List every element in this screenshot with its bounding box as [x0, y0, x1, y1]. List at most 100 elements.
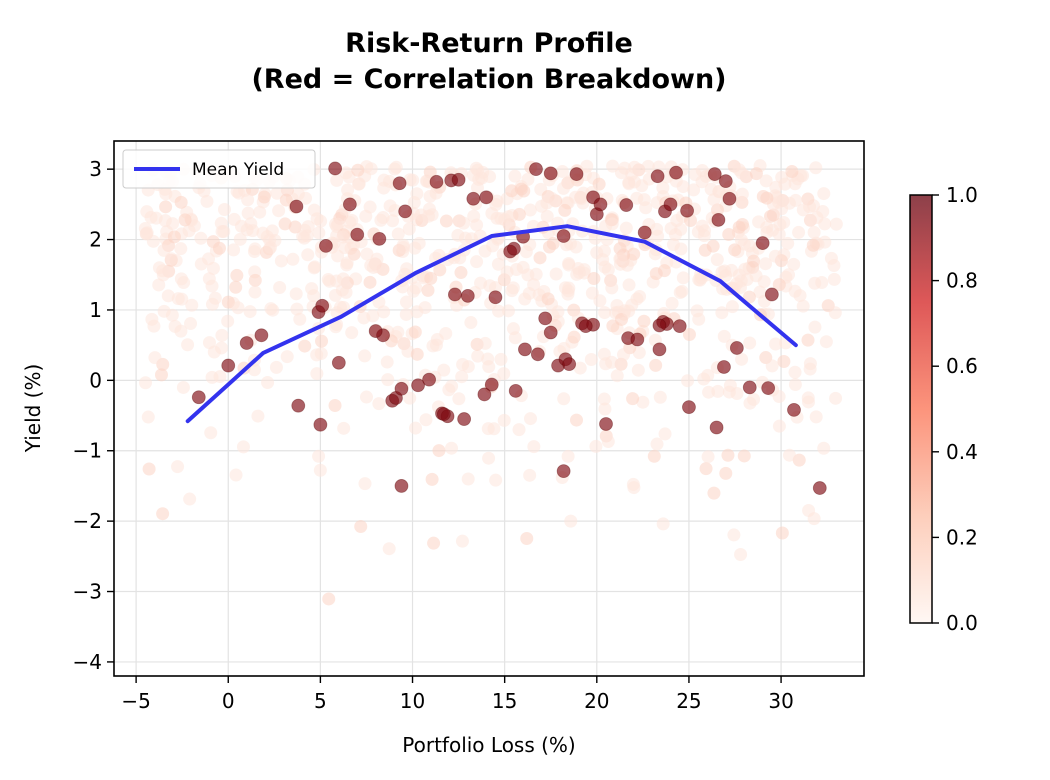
x-tick-label: 25: [676, 689, 701, 713]
scatter-point-faint: [455, 370, 469, 384]
scatter-point-faint: [347, 247, 361, 261]
scatter-point-faint: [457, 216, 471, 230]
scatter-point-faint: [817, 187, 831, 201]
scatter-point-faint: [360, 247, 374, 261]
scatter-point-breakdown: [392, 176, 407, 191]
x-tick-label: 0: [222, 689, 235, 713]
scatter-point-faint: [377, 173, 391, 187]
scatter-point-faint: [765, 359, 779, 373]
scatter-point-breakdown: [709, 420, 724, 435]
y-tick-label: 2: [89, 228, 102, 252]
y-tick-label: 3: [89, 157, 102, 181]
scatter-point-faint: [474, 276, 488, 290]
scatter-point-faint: [177, 276, 191, 290]
scatter-point-breakdown: [479, 190, 494, 205]
scatter-point-breakdown: [543, 166, 558, 181]
scatter-point-faint: [487, 422, 501, 436]
scatter-point-faint: [593, 294, 607, 308]
scatter-point-faint: [676, 271, 690, 285]
scatter-point-breakdown: [506, 241, 521, 256]
scatter-point-faint: [717, 329, 731, 343]
scatter-point-faint: [817, 441, 831, 455]
scatter-point-breakdown: [488, 290, 503, 305]
scatter-point-faint: [241, 206, 255, 220]
x-tick-label: 20: [584, 689, 609, 713]
scatter-point-faint: [732, 163, 746, 177]
scatter-point-faint: [738, 262, 752, 276]
scatter-point-breakdown: [221, 358, 236, 373]
scatter-point-faint: [626, 392, 640, 406]
scatter-point-breakdown: [350, 227, 365, 242]
scatter-point-faint: [815, 275, 829, 289]
scatter-point-faint: [313, 463, 327, 477]
scatter-point-faint: [492, 304, 506, 318]
scatter-point-faint: [141, 410, 155, 424]
scatter-point-faint: [241, 193, 255, 207]
y-tick-label: −4: [73, 650, 102, 674]
scatter-point-breakdown: [319, 238, 333, 253]
scatter-point-faint: [376, 211, 390, 225]
scatter-point-faint: [274, 254, 288, 268]
scatter-point-faint: [691, 225, 705, 239]
scatter-point-faint: [760, 191, 774, 205]
scatter-point-faint: [693, 273, 707, 287]
scatter-point-faint: [231, 301, 245, 315]
colorbar-tick-label: 0.0: [946, 611, 978, 635]
x-tick-label: 10: [400, 689, 425, 713]
scatter-point-faint: [425, 208, 439, 222]
scatter-point-faint: [330, 173, 344, 187]
scatter-point-faint: [352, 177, 366, 191]
scatter-point-faint: [653, 390, 667, 404]
scatter-point-faint: [782, 268, 796, 282]
scatter-point-faint: [194, 257, 208, 271]
scatter-point-faint: [298, 339, 312, 353]
scatter-point-faint: [707, 486, 721, 500]
scatter-point-breakdown: [717, 360, 731, 374]
scatter-point-faint: [185, 298, 199, 312]
scatter-point-breakdown: [289, 199, 304, 214]
scatter-point-breakdown: [761, 381, 776, 395]
scatter-point-faint: [521, 268, 535, 282]
scatter-point-faint: [328, 399, 342, 413]
scatter-point-faint: [340, 256, 354, 270]
scatter-point-faint: [139, 227, 153, 241]
scatter-point-faint: [710, 253, 724, 267]
scatter-point-faint: [588, 231, 602, 245]
scatter-point-faint: [161, 289, 175, 303]
scatter-point-faint: [380, 355, 394, 369]
scatter-point-faint: [305, 282, 319, 296]
scatter-point-faint: [491, 257, 505, 271]
scatter-point-breakdown: [398, 204, 413, 219]
colorbar-ticks: 0.0 0.2 0.4 0.6 0.8 1.0: [932, 183, 978, 635]
scatter-point-faint: [139, 376, 153, 390]
scatter-point-breakdown: [556, 464, 571, 479]
scatter-point-faint: [614, 312, 628, 326]
scatter-point-faint: [637, 314, 651, 328]
y-tick-label: 0: [89, 368, 102, 392]
scatter-point-faint: [701, 450, 715, 464]
scatter-point-breakdown: [411, 378, 425, 393]
scatter-point-faint: [527, 278, 541, 292]
scatter-point-faint: [589, 439, 603, 453]
scatter-point-faint: [406, 284, 420, 298]
legend: Mean Yield: [122, 149, 316, 189]
scatter-point-faint: [650, 222, 664, 236]
scatter-point-faint: [625, 167, 639, 181]
scatter-point-faint: [464, 316, 478, 330]
scatter-point-faint: [310, 348, 324, 362]
scatter-point-faint: [527, 440, 541, 454]
scatter-point-faint: [824, 251, 838, 265]
scatter-point-faint: [470, 255, 484, 269]
scatter-point-breakdown: [331, 355, 346, 370]
scatter-point-faint: [247, 363, 261, 377]
scatter-point-faint: [205, 370, 219, 384]
scatter-point-faint: [461, 472, 475, 486]
scatter-point-faint: [806, 238, 820, 252]
scatter-point-faint: [204, 426, 218, 440]
scatter-point-faint: [427, 536, 441, 550]
y-tick-label: −3: [73, 580, 102, 604]
scatter-point-faint: [630, 191, 644, 205]
scatter-point-faint: [194, 231, 208, 245]
scatter-point-faint: [408, 241, 422, 255]
scatter-point-faint: [293, 312, 307, 326]
